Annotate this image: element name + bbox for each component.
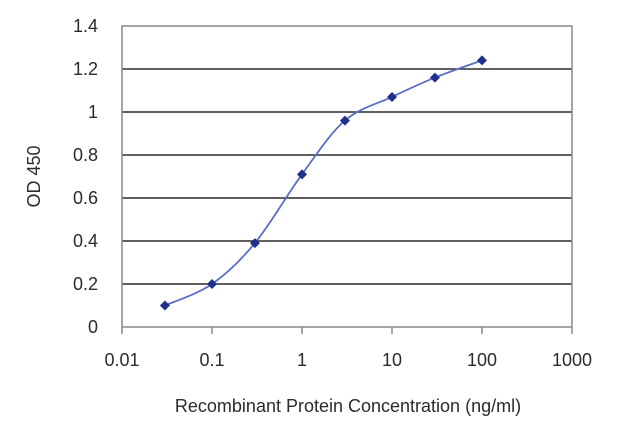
x-tick-label: 10 [382,350,402,370]
x-tick-label: 100 [467,350,497,370]
y-tick-label: 0 [88,317,98,337]
x-axis-ticks [121,327,573,334]
fit-curve [164,59,483,307]
data-points [159,55,487,311]
data-point [477,55,487,66]
y-axis-title: OD 450 [24,145,44,207]
data-point [387,91,397,102]
x-axis-tick-labels: 0.01 0.1 1 10 100 1000 [104,350,592,370]
data-point [297,169,307,180]
x-tick-label: 0.1 [199,350,224,370]
data-point [249,238,260,249]
data-point [159,300,170,311]
y-axis-tick-labels: 0 0.2 0.4 0.6 0.8 1 1.2 1.4 [73,16,98,337]
plot-frame [121,25,573,328]
y-tick-label: 1 [88,102,98,122]
x-tick-label: 1000 [552,350,592,370]
y-tick-label: 0.2 [73,274,98,294]
data-point [207,279,217,289]
y-tick-label: 0.4 [73,231,98,251]
y-tick-label: 1.4 [73,16,98,36]
y-tick-label: 0.8 [73,145,98,165]
x-tick-label: 0.01 [104,350,139,370]
x-tick-label: 1 [297,350,307,370]
grid-lines [122,68,572,285]
y-tick-label: 0.6 [73,188,98,208]
x-axis-title: Recombinant Protein Concentration (ng/ml… [175,396,521,416]
y-tick-label: 1.2 [73,59,98,79]
data-point [429,72,440,83]
data-point [339,115,350,126]
